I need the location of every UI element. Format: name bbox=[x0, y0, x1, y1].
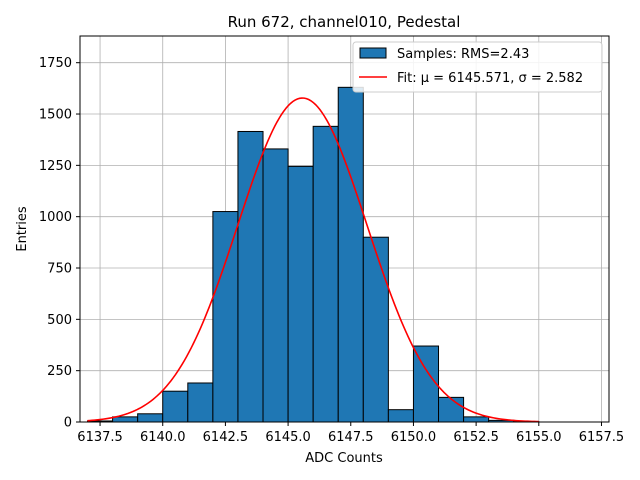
histogram-bar-10 bbox=[337, 86, 364, 423]
y-tick-label-6: 1500 bbox=[39, 108, 72, 123]
histogram-bar-6 bbox=[237, 130, 264, 423]
histogram-bar-14 bbox=[438, 396, 465, 423]
histogram-bar-8 bbox=[287, 165, 314, 423]
histogram-bar-13 bbox=[412, 345, 440, 423]
legend-label-fit: Fit: μ = 6145.571, σ = 2.582 bbox=[397, 71, 583, 86]
y-tick-label-5: 1250 bbox=[39, 159, 72, 174]
histogram-bar-3 bbox=[162, 390, 189, 423]
histogram-bar-12 bbox=[387, 409, 414, 423]
y-tick-label-4: 1000 bbox=[39, 210, 72, 225]
x-tick-label-2: 6142.5 bbox=[203, 430, 249, 445]
histogram-bar-4 bbox=[187, 382, 214, 423]
histogram-bars bbox=[87, 86, 540, 423]
histogram-bar-2 bbox=[137, 413, 164, 423]
x-tick-label-6: 6152.5 bbox=[453, 430, 499, 445]
x-tick-label-1: 6140.0 bbox=[140, 430, 186, 445]
y-tick-label-2: 500 bbox=[47, 313, 72, 328]
chart-title: Run 672, channel010, Pedestal bbox=[228, 13, 461, 31]
x-axis-label: ADC Counts bbox=[305, 451, 383, 466]
y-tick-label-3: 750 bbox=[47, 262, 72, 277]
y-tick-label-7: 1750 bbox=[39, 56, 72, 71]
plot-frame bbox=[79, 35, 610, 423]
x-axis-ticks: 6137.5 6140.0 6142.5 6145.0 6147.5 6150.0 6152… bbox=[77, 422, 624, 445]
histogram-bar-11 bbox=[362, 236, 389, 423]
x-tick-label-3: 6145.0 bbox=[265, 430, 311, 445]
y-tick-label-1: 250 bbox=[47, 364, 72, 379]
y-axis-ticks: 0 250 500 750 1000 1250 1500 1750 bbox=[39, 56, 80, 431]
legend-label-histogram: Samples: RMS=2.43 bbox=[397, 47, 529, 62]
histogram-bar-7 bbox=[262, 148, 289, 423]
histogram-bar-5 bbox=[212, 211, 239, 423]
histogram-bar-9 bbox=[312, 125, 339, 423]
fit-curve bbox=[87, 97, 539, 423]
x-tick-label-8: 6157.5 bbox=[579, 430, 625, 445]
legend-box bbox=[352, 41, 603, 93]
x-tick-label-4: 6147.5 bbox=[328, 430, 374, 445]
legend-swatch-histogram bbox=[359, 47, 387, 59]
histogram-bar-1 bbox=[112, 416, 139, 423]
y-tick-label-0: 0 bbox=[64, 416, 72, 431]
legend: Samples: RMS=2.43 Fit: μ = 6145.571, σ =… bbox=[352, 41, 603, 93]
histogram-bar-15 bbox=[463, 416, 490, 423]
x-tick-label-5: 6150.0 bbox=[391, 430, 437, 445]
x-tick-label-0: 6137.5 bbox=[77, 430, 123, 445]
x-tick-label-7: 6155.0 bbox=[516, 430, 562, 445]
y-axis-label: Entries bbox=[15, 206, 30, 252]
